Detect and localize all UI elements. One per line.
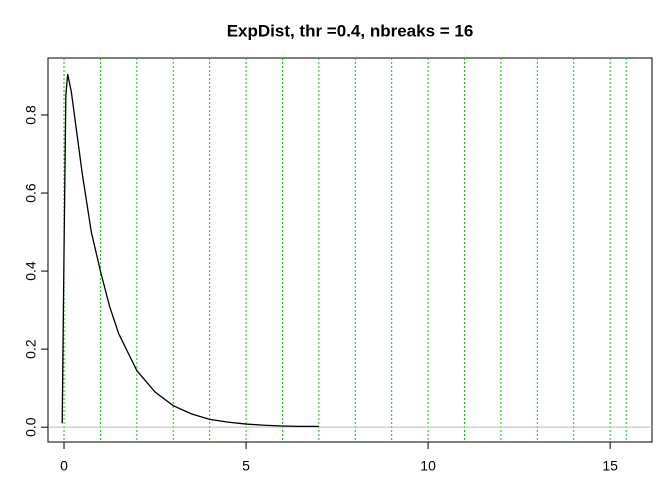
- y-tick-label: 0.6: [23, 183, 39, 203]
- plot-box: [47, 57, 653, 443]
- x-tick-label: 15: [602, 458, 618, 474]
- x-tick-label: 5: [242, 458, 250, 474]
- chart-title: ExpDist, thr =0.4, nbreaks = 16: [227, 21, 474, 40]
- x-tick-label: 0: [60, 458, 68, 474]
- x-tick-label: 10: [420, 458, 436, 474]
- y-tick-label: 0.0: [23, 417, 39, 437]
- y-tick-label: 0.4: [23, 261, 39, 281]
- data-line: [61, 73, 319, 428]
- y-tick-label: 0.2: [23, 339, 39, 359]
- y-tick-label: 0.8: [23, 105, 39, 125]
